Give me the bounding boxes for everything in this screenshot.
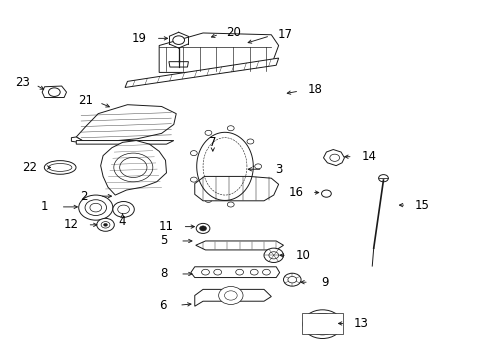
Circle shape xyxy=(329,154,339,161)
Text: 8: 8 xyxy=(160,267,167,280)
Circle shape xyxy=(114,153,153,182)
Text: 16: 16 xyxy=(287,186,303,199)
Text: 19: 19 xyxy=(132,32,147,45)
Ellipse shape xyxy=(44,161,76,174)
Circle shape xyxy=(254,164,261,169)
Text: 4: 4 xyxy=(119,215,126,228)
Circle shape xyxy=(268,252,278,259)
Text: 7: 7 xyxy=(209,136,216,149)
Circle shape xyxy=(319,321,325,327)
Text: 17: 17 xyxy=(277,28,292,41)
Circle shape xyxy=(204,197,211,202)
Circle shape xyxy=(287,276,296,283)
Circle shape xyxy=(235,269,243,275)
Circle shape xyxy=(199,226,206,231)
Ellipse shape xyxy=(48,163,72,171)
Text: 10: 10 xyxy=(295,249,310,262)
Polygon shape xyxy=(125,58,278,87)
Circle shape xyxy=(113,202,134,217)
Circle shape xyxy=(85,200,106,216)
Text: 22: 22 xyxy=(22,161,38,174)
Circle shape xyxy=(118,205,129,214)
Circle shape xyxy=(313,318,330,330)
Circle shape xyxy=(103,224,107,226)
Circle shape xyxy=(307,314,336,335)
Polygon shape xyxy=(194,176,278,201)
Polygon shape xyxy=(159,33,278,72)
Text: 11: 11 xyxy=(159,220,174,233)
Circle shape xyxy=(224,291,237,300)
Circle shape xyxy=(321,190,330,197)
Circle shape xyxy=(250,269,258,275)
Polygon shape xyxy=(194,289,271,306)
Circle shape xyxy=(227,126,234,131)
Text: 12: 12 xyxy=(64,218,79,231)
Text: 21: 21 xyxy=(78,94,93,107)
Text: 5: 5 xyxy=(160,234,167,247)
Circle shape xyxy=(264,248,283,262)
Circle shape xyxy=(246,189,253,194)
Circle shape xyxy=(196,224,209,233)
Text: 23: 23 xyxy=(15,76,30,89)
Circle shape xyxy=(190,150,197,156)
Polygon shape xyxy=(323,149,344,166)
Polygon shape xyxy=(195,241,283,250)
Text: 6: 6 xyxy=(159,299,166,312)
Circle shape xyxy=(213,269,221,275)
Text: 13: 13 xyxy=(353,317,368,330)
Text: 15: 15 xyxy=(414,199,429,212)
Circle shape xyxy=(378,175,387,182)
Polygon shape xyxy=(76,140,173,144)
Polygon shape xyxy=(42,86,66,98)
Polygon shape xyxy=(190,267,279,278)
Circle shape xyxy=(172,36,184,44)
Polygon shape xyxy=(168,62,188,67)
Circle shape xyxy=(190,177,197,182)
Circle shape xyxy=(283,273,301,286)
Text: 18: 18 xyxy=(307,84,322,96)
Text: 1: 1 xyxy=(41,201,48,213)
Circle shape xyxy=(48,88,60,96)
Circle shape xyxy=(303,310,341,338)
Circle shape xyxy=(79,195,113,220)
Polygon shape xyxy=(302,314,342,334)
Circle shape xyxy=(201,269,209,275)
Polygon shape xyxy=(101,140,166,195)
Circle shape xyxy=(204,130,211,135)
Circle shape xyxy=(218,287,243,305)
Circle shape xyxy=(246,139,253,144)
Text: 3: 3 xyxy=(274,163,282,176)
Circle shape xyxy=(97,219,114,231)
Text: 20: 20 xyxy=(225,26,241,39)
Circle shape xyxy=(262,269,270,275)
Circle shape xyxy=(120,157,147,177)
Text: 9: 9 xyxy=(321,276,328,289)
Circle shape xyxy=(101,222,110,228)
Text: 2: 2 xyxy=(80,190,87,203)
Polygon shape xyxy=(76,105,176,141)
Text: 14: 14 xyxy=(361,150,376,163)
Circle shape xyxy=(227,202,234,207)
Circle shape xyxy=(90,203,102,212)
Polygon shape xyxy=(71,137,83,142)
